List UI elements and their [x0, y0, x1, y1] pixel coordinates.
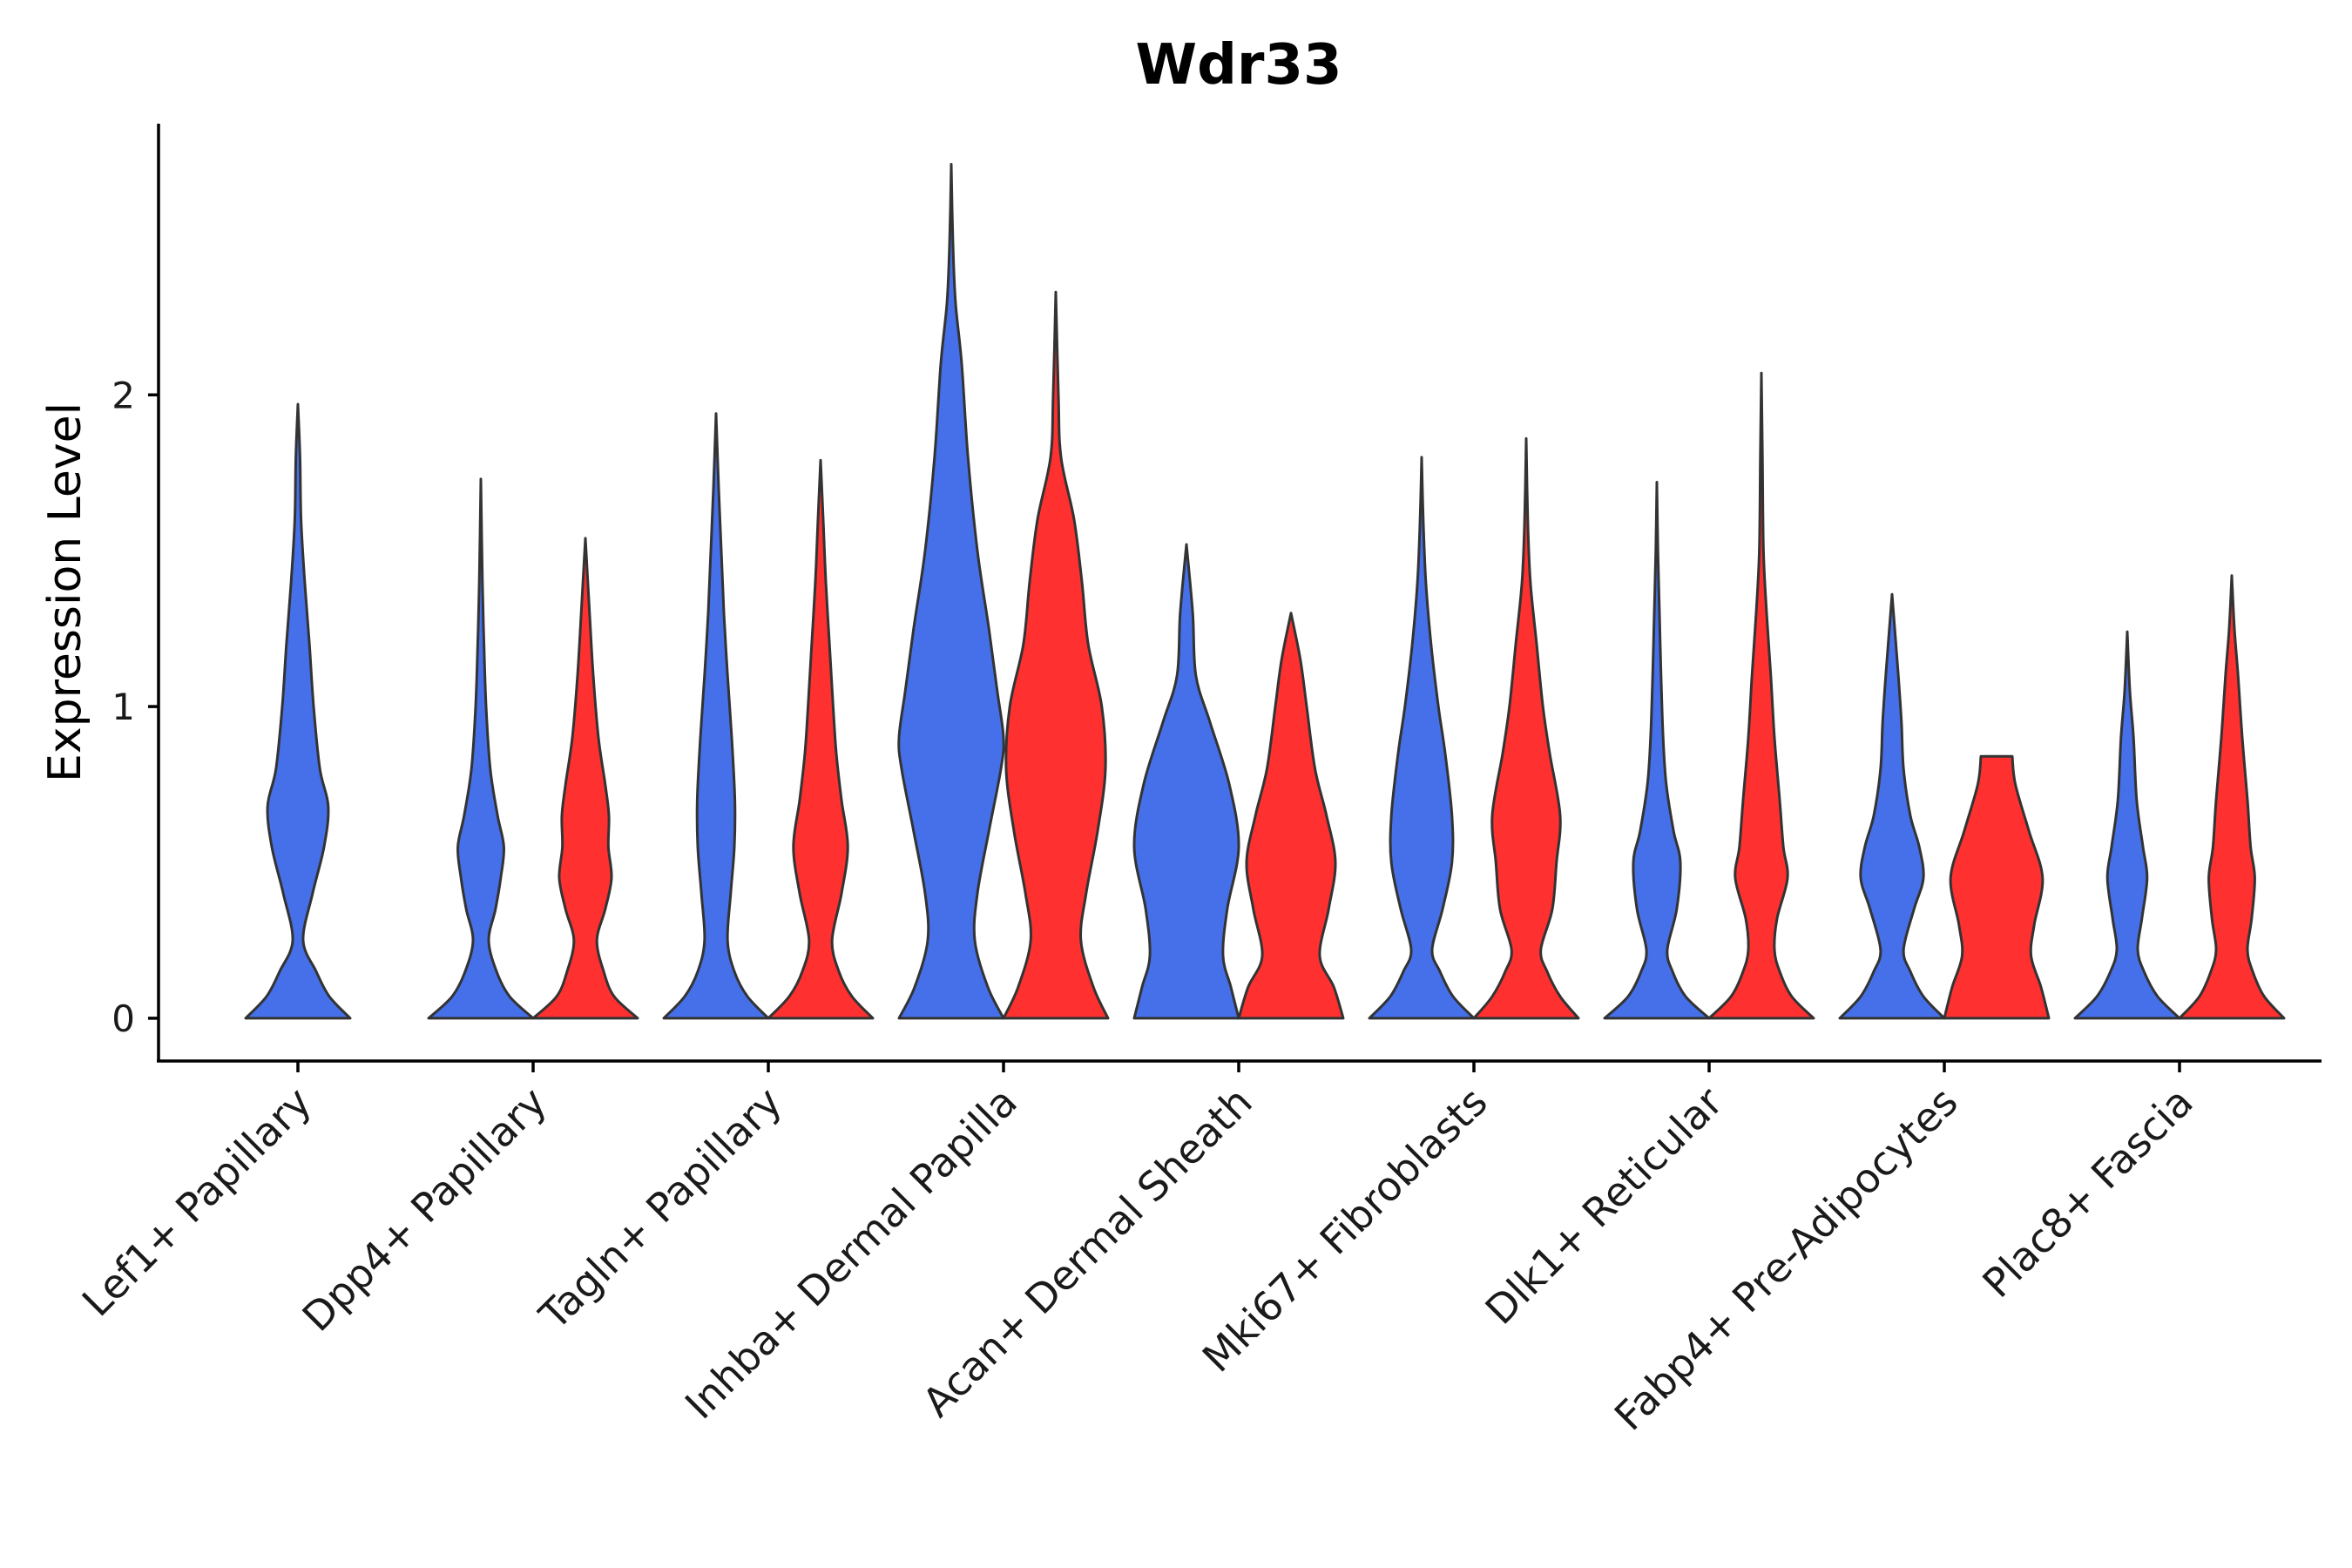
x-tick-label: Lef1+ Papillary	[73, 1078, 321, 1326]
y-tick-label: 2	[112, 374, 135, 416]
violin-red-9	[2178, 574, 2286, 1020]
violin-red-6	[1472, 436, 1580, 1020]
violin-blue-5	[1132, 543, 1240, 1020]
violin-red-5	[1237, 612, 1345, 1020]
chart-title: Wdr33	[1135, 33, 1342, 98]
violin-red-2	[531, 537, 639, 1020]
violin-blue-2	[427, 477, 535, 1020]
violin-red-4	[1002, 290, 1110, 1020]
violin-red-3	[767, 458, 875, 1020]
violin-blue-9	[2073, 630, 2181, 1020]
violin-blue-1	[244, 402, 352, 1020]
violin-blue-8	[1838, 592, 1946, 1020]
x-tick-label: Tagln+ Papillary	[530, 1078, 791, 1340]
y-tick-label: 1	[112, 686, 135, 728]
y-axis-label: Expression Level	[39, 402, 91, 782]
violin-blue-7	[1603, 481, 1711, 1020]
x-tick-label: Dpp4+ Papillary	[294, 1078, 556, 1341]
y-ticks-group: 0 1 2	[112, 374, 159, 1040]
violin-red-8	[1943, 754, 2051, 1020]
x-tick-label: Plac8+ Fascia	[1973, 1078, 2201, 1307]
violins-group	[244, 163, 2286, 1020]
violin-blue-3	[662, 412, 770, 1020]
x-tick-label: Dlk1+ Reticular	[1477, 1078, 1732, 1334]
violin-blue-6	[1368, 456, 1476, 1020]
violin-blue-4	[897, 163, 1005, 1020]
y-tick-label: 0	[112, 997, 135, 1040]
violin-red-7	[1707, 371, 1815, 1020]
